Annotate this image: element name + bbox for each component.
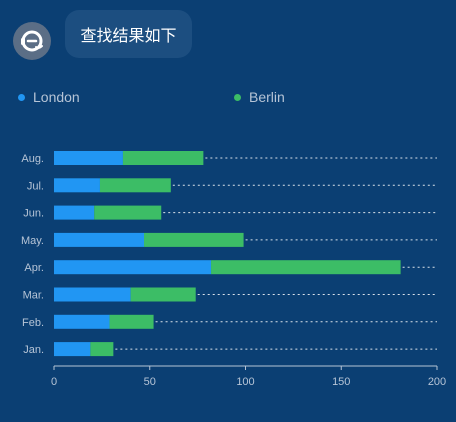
- legend-item-berlin[interactable]: Berlin: [234, 89, 285, 105]
- chat-message-text: 查找结果如下: [80, 28, 177, 45]
- y-tick-label: Jul.: [27, 180, 44, 192]
- y-tick-label: Feb.: [22, 317, 44, 329]
- y-tick-label: Mar.: [23, 290, 44, 302]
- x-tick-label: 50: [144, 376, 156, 388]
- chat-message-bubble: 查找结果如下: [65, 10, 192, 58]
- x-tick-label: 100: [236, 376, 254, 388]
- bar-segment-berlin[interactable]: [90, 342, 114, 357]
- bar-segment-london[interactable]: [54, 287, 131, 302]
- bar-segment-berlin[interactable]: [122, 151, 204, 165]
- bar-segment-london[interactable]: [54, 232, 145, 247]
- bar-segment-berlin[interactable]: [99, 178, 171, 193]
- x-tick-label: 0: [51, 376, 57, 388]
- y-tick-label: Jan.: [23, 344, 44, 356]
- legend-dot-london: [18, 93, 25, 101]
- y-tick-label: Apr.: [24, 262, 44, 274]
- assistant-avatar: [13, 22, 51, 60]
- bar-segment-london[interactable]: [54, 314, 110, 329]
- legend-label-berlin: Berlin: [249, 89, 285, 105]
- legend-label-london: London: [33, 89, 80, 105]
- bar-segment-london[interactable]: [54, 342, 91, 357]
- bar-segment-berlin[interactable]: [94, 205, 162, 220]
- bar-segment-berlin[interactable]: [144, 232, 244, 247]
- bar-segment-london[interactable]: [54, 260, 212, 275]
- bar-segment-berlin[interactable]: [130, 287, 196, 302]
- y-tick-label: Aug.: [21, 153, 44, 165]
- bar-segment-london[interactable]: [54, 205, 95, 220]
- x-tick-label: 150: [332, 376, 350, 388]
- legend-dot-berlin: [234, 93, 241, 101]
- bar-segment-berlin[interactable]: [109, 314, 154, 329]
- bar-segment-london[interactable]: [54, 151, 123, 165]
- bar-segment-london[interactable]: [54, 178, 100, 193]
- y-tick-label: Jun.: [23, 208, 44, 220]
- headset-robot-icon: [21, 30, 43, 52]
- y-tick-label: May.: [21, 235, 44, 247]
- legend-item-london[interactable]: London: [18, 89, 80, 105]
- bar-segment-berlin[interactable]: [211, 260, 401, 275]
- x-tick-label: 200: [428, 376, 446, 388]
